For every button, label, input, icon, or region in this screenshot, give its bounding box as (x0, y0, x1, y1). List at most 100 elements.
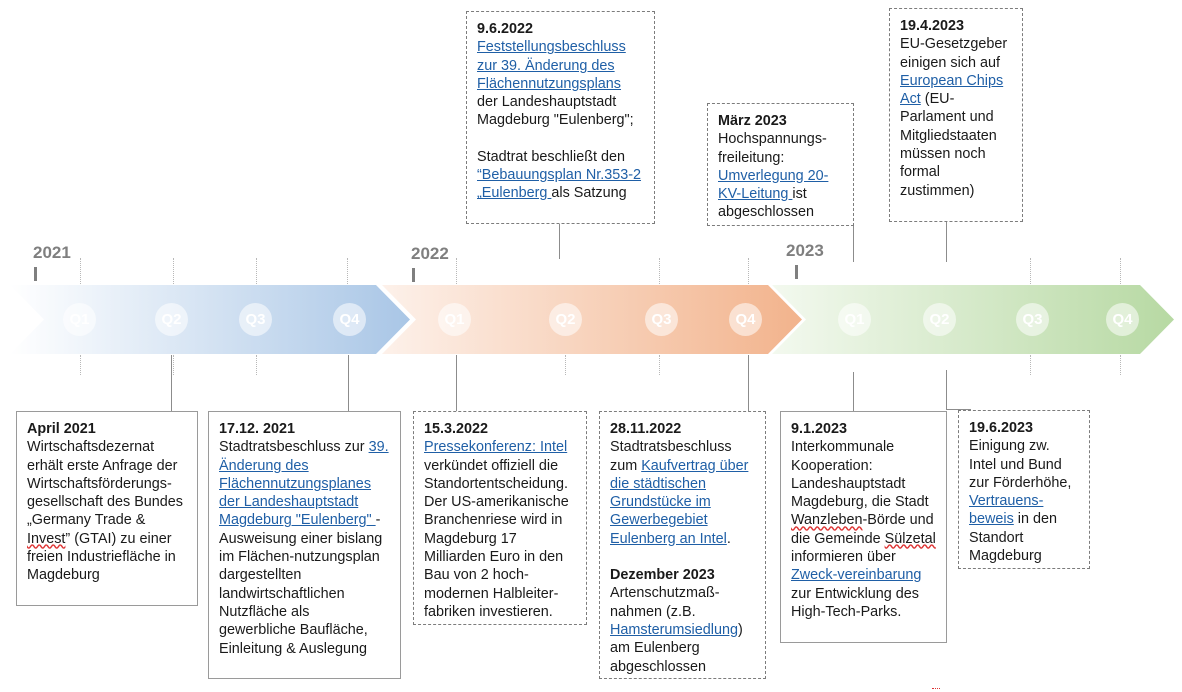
quarter-q2-2023: Q2 (923, 303, 956, 336)
event-text: Invest (27, 530, 66, 547)
quarter-q3-2021: Q3 (239, 303, 272, 336)
event-text: verkündet offiziell die Standortentschei… (424, 457, 569, 620)
guide-line (748, 258, 749, 284)
event-text: Einigung zw. Intel und Bund zur Förderhö… (969, 438, 1072, 491)
event-text: Stadtratsbeschluss zur (219, 439, 369, 456)
timeline-arrow-2023 (772, 285, 1174, 354)
event-text: als Satzung (551, 185, 627, 202)
event-link[interactable]: European Chips Act (900, 72, 1004, 108)
quarter-q1-2021: Q1 (63, 303, 96, 336)
event-box-april-2021: April 2021 Wirtschaftsdezernat erhält er… (16, 411, 198, 606)
event-link[interactable]: Feststellungsbeschluss zur 39. Änderung … (477, 39, 626, 92)
event-text: ist abgeschlossen (718, 186, 815, 221)
guide-line (80, 258, 81, 284)
event-text: Wanzleben (791, 512, 863, 529)
quarter-q3-2022: Q3 (645, 303, 678, 336)
guide-line (173, 355, 174, 375)
event-text: Artenschutzmaß-nahmen (z.B. (610, 585, 720, 620)
event-text: ” (GTAI) zu einer freien Industriefläche… (27, 530, 176, 584)
year-label-2021: 2021 (33, 243, 71, 262)
year-tick-2023 (795, 265, 798, 279)
spellcheck-mark (932, 688, 940, 689)
year-tick-2021 (34, 267, 37, 281)
connector-line (946, 222, 947, 262)
guide-line (256, 355, 257, 375)
guide-line (659, 258, 660, 284)
event-box-17-12-2021: 17.12. 2021 Stadtratsbeschluss zur 39. Ä… (208, 411, 401, 679)
guide-line (347, 258, 348, 284)
event-box-19-4-2023: 19.4.2023 EU-Gesetzgeber einigen sich au… (889, 8, 1023, 222)
event-text: Wirtschaftsdezernat erhält erste Anfrage… (27, 439, 183, 529)
guide-line (1120, 258, 1121, 284)
event-date: 28.11.2022 (610, 421, 682, 437)
guide-line (173, 258, 174, 284)
event-text: Stadtratsbeschluss zum (610, 439, 732, 474)
event-date: 9.6.2022 (477, 21, 534, 37)
connector-line (946, 370, 947, 410)
connector-line (853, 372, 854, 411)
event-link[interactable]: Vertrauens-beweis (969, 493, 1044, 528)
event-text: Hochspannungs-freileitung: (718, 131, 827, 166)
quarter-q2-2021: Q2 (155, 303, 188, 336)
guide-line (1120, 355, 1121, 375)
event-box-28-11-2022: 28.11.2022 Stadtratsbeschluss zum Kaufve… (599, 411, 766, 679)
event-link[interactable]: 39. Änderung des Flächennutzungsplanes d… (219, 439, 389, 529)
event-link[interactable]: Hamsterumsiedlung (610, 621, 738, 638)
event-text: Stadtrat beschließt den (477, 148, 625, 165)
event-box-15-3-2022: 15.3.2022 Pressekonferenz: Intel verkünd… (413, 411, 587, 625)
event-date: März 2023 (718, 113, 787, 129)
guide-line (565, 355, 566, 375)
event-date: 19.6.2023 (969, 420, 1034, 436)
guide-line (456, 258, 457, 284)
timeline-arrow-2021 (10, 285, 410, 354)
quarter-q4-2021: Q4 (333, 303, 366, 336)
event-text: (EU-Parlament und Mitgliedstaaten müssen… (900, 91, 997, 199)
event-text: zur Entwicklung des High-Tech-Parks. (791, 585, 919, 620)
connector-line (348, 355, 349, 411)
year-tick-2022 (412, 268, 415, 282)
event-text: . (726, 530, 731, 547)
event-text: - Ausweisung einer bislang im Flächen-nu… (219, 512, 383, 657)
quarter-q1-2022: Q1 (438, 303, 471, 336)
quarter-q2-2022: Q2 (549, 303, 582, 336)
guide-line (1030, 258, 1031, 284)
event-text: in den Standort Magdeburg (969, 511, 1058, 565)
event-text: -Börde und die Gemeinde (791, 512, 934, 547)
timeline-arrow-2022 (382, 285, 802, 354)
connector-line (559, 224, 560, 259)
quarter-q3-2023: Q3 (1016, 303, 1049, 336)
guide-line (256, 258, 257, 284)
event-text: der Landeshauptstadt Magdeburg "Eulenber… (477, 94, 634, 129)
connector-line (171, 355, 172, 411)
event-box-maerz-2023: März 2023 Hochspannungs-freileitung: Umv… (707, 103, 854, 226)
quarter-q4-2022: Q4 (729, 303, 762, 336)
event-date: 9.1.2023 (791, 421, 848, 437)
event-link[interactable]: Umverlegung 20-KV-Leitung (718, 167, 829, 203)
guide-line (659, 355, 660, 375)
event-box-19-6-2023: 19.6.2023 Einigung zw. Intel und Bund zu… (958, 410, 1090, 569)
event-box-9-6-2022: 9.6.2022 Feststellungsbeschluss zur 39. … (466, 11, 655, 224)
guide-line (1030, 355, 1031, 375)
event-text: ) am Eulenberg abgeschlossen (610, 621, 743, 675)
event-date: 17.12. 2021 (219, 421, 296, 437)
event-text: Interkommunale Kooperation: Landeshaupts… (791, 439, 929, 511)
connector-line (456, 355, 457, 411)
year-label-2022: 2022 (411, 244, 449, 263)
event-box-9-1-2023: 9.1.2023 Interkommunale Kooperation: Lan… (780, 411, 947, 643)
quarter-q1-2023: Q1 (838, 303, 871, 336)
event-link[interactable]: Zweck-vereinbarung (791, 567, 922, 584)
quarter-q4-2023: Q4 (1106, 303, 1139, 336)
guide-line (80, 355, 81, 375)
event-link[interactable]: Pressekonferenz: Intel (424, 439, 568, 456)
connector-line (853, 226, 854, 262)
connector-line (946, 409, 971, 410)
event-date: Dezember 2023 (610, 567, 715, 584)
event-text: Sülzetal (884, 530, 936, 547)
event-date: 19.4.2023 (900, 18, 965, 34)
event-date: April 2021 (27, 421, 96, 437)
event-link[interactable]: “Bebauungsplan Nr.353-2 „Eulenberg (477, 167, 642, 202)
year-label-2023: 2023 (786, 241, 824, 260)
event-link[interactable]: Kaufvertrag über die städtischen Grundst… (610, 457, 749, 547)
event-date: 15.3.2022 (424, 421, 489, 437)
connector-line (748, 355, 749, 411)
